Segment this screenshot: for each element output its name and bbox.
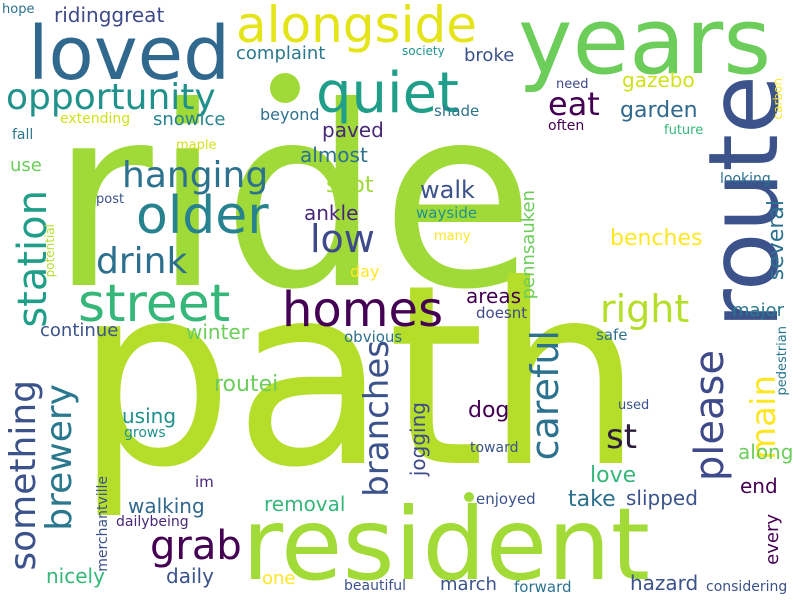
word-jogging: jogging bbox=[406, 402, 430, 477]
word-snowice: snowice bbox=[153, 109, 226, 130]
word-shade: shade bbox=[434, 102, 480, 120]
word-routei: routei bbox=[214, 372, 279, 397]
word-hazard: hazard bbox=[630, 571, 699, 595]
word-enjoyed: enjoyed bbox=[476, 490, 536, 508]
word-grab: grab bbox=[150, 523, 242, 569]
word-grows: grows bbox=[124, 425, 166, 441]
word-one: one bbox=[262, 568, 296, 589]
word-carbon: carbon bbox=[771, 78, 785, 120]
word-march: march bbox=[440, 574, 497, 595]
word-gazebo: gazebo bbox=[622, 68, 695, 92]
word-garden: garden bbox=[620, 98, 698, 123]
word-extending: extending bbox=[60, 111, 131, 127]
word-resident: resident bbox=[242, 486, 650, 600]
word-removal: removal bbox=[264, 492, 346, 516]
word-dog: dog bbox=[468, 398, 510, 423]
word-walk: walk bbox=[420, 176, 475, 204]
word-beyond: beyond bbox=[260, 105, 320, 124]
word-ride: ride bbox=[50, 53, 535, 344]
word-street: street bbox=[78, 274, 231, 334]
word-daily: daily bbox=[166, 564, 214, 588]
word-potential: potential bbox=[43, 224, 57, 278]
word-something: something bbox=[3, 380, 44, 571]
word-major: major bbox=[732, 300, 784, 321]
word-safe: safe bbox=[596, 326, 628, 344]
word-slipped: slipped bbox=[626, 486, 698, 510]
word-day: day bbox=[350, 262, 380, 281]
word-broke: broke bbox=[464, 45, 515, 66]
word-nicely: nicely bbox=[46, 564, 105, 588]
word-every: every bbox=[762, 514, 783, 565]
dot-small bbox=[464, 492, 474, 502]
word-forward: forward bbox=[514, 578, 572, 596]
word-wayside: wayside bbox=[416, 204, 478, 222]
word-looking: looking bbox=[720, 171, 771, 187]
word-benches: benches bbox=[610, 226, 703, 251]
word-beautiful: beautiful bbox=[344, 578, 407, 594]
word-eat: eat bbox=[548, 85, 600, 123]
word-many: many bbox=[434, 229, 471, 244]
word-hope: hope bbox=[2, 2, 35, 17]
word-ankle: ankle bbox=[304, 201, 359, 225]
word-pennsauken: pennsauken bbox=[518, 190, 539, 300]
word-future: future bbox=[664, 123, 704, 138]
word-using: using bbox=[122, 404, 177, 428]
word-toward: toward bbox=[470, 440, 519, 456]
word-ridinggreat: ridinggreat bbox=[54, 3, 165, 27]
word-path: path bbox=[75, 231, 644, 522]
word-spot: spot bbox=[326, 173, 374, 198]
word-doesnt: doesnt bbox=[476, 304, 528, 322]
word-years: years bbox=[518, 0, 772, 95]
word-areas: areas bbox=[466, 284, 522, 308]
word-winter: winter bbox=[186, 320, 249, 344]
word-hanging: hanging bbox=[122, 155, 269, 196]
word-loved: loved bbox=[28, 11, 231, 97]
word-older: older bbox=[136, 186, 269, 246]
word-homes: homes bbox=[282, 282, 444, 338]
word-used: used bbox=[618, 398, 650, 413]
word-need: need bbox=[556, 77, 589, 92]
word-along: along bbox=[738, 440, 794, 464]
word-love: love bbox=[590, 463, 637, 488]
word-society: society bbox=[402, 44, 445, 58]
word-quiet: quiet bbox=[316, 61, 460, 126]
word-use: use bbox=[10, 155, 42, 176]
dot-large bbox=[270, 73, 300, 103]
word-opportunity: opportunity bbox=[6, 77, 216, 118]
word-take: take bbox=[568, 487, 616, 512]
word-almost: almost bbox=[300, 143, 368, 167]
word-maple: maple bbox=[176, 138, 217, 153]
word-considering: considering bbox=[706, 579, 788, 595]
word-alongside: alongside bbox=[236, 0, 477, 54]
word-branches: branches bbox=[357, 340, 397, 497]
word-low: low bbox=[310, 217, 375, 261]
word-dailybeing: dailybeing bbox=[116, 514, 189, 530]
word-obvious: obvious bbox=[344, 328, 403, 346]
word-st: st bbox=[606, 417, 638, 457]
word-pedestrian: pedestrian bbox=[775, 326, 790, 396]
word-complaint: complaint bbox=[236, 43, 326, 64]
word-post: post bbox=[96, 192, 125, 207]
word-end: end bbox=[740, 474, 778, 498]
word-please: please bbox=[687, 350, 733, 482]
word-paved: paved bbox=[322, 118, 384, 142]
word-fall: fall bbox=[12, 127, 34, 143]
word-often: often bbox=[548, 118, 585, 134]
word-walking: walking bbox=[128, 494, 205, 518]
word-merchantville: merchantville bbox=[95, 476, 111, 572]
word-right: right bbox=[600, 287, 690, 331]
word-several: several bbox=[764, 200, 789, 281]
word-brewery: brewery bbox=[39, 384, 80, 531]
word-im: im bbox=[195, 473, 214, 491]
word-continue: continue bbox=[40, 320, 119, 341]
word-drink: drink bbox=[96, 241, 188, 282]
word-careful: careful bbox=[523, 330, 567, 461]
